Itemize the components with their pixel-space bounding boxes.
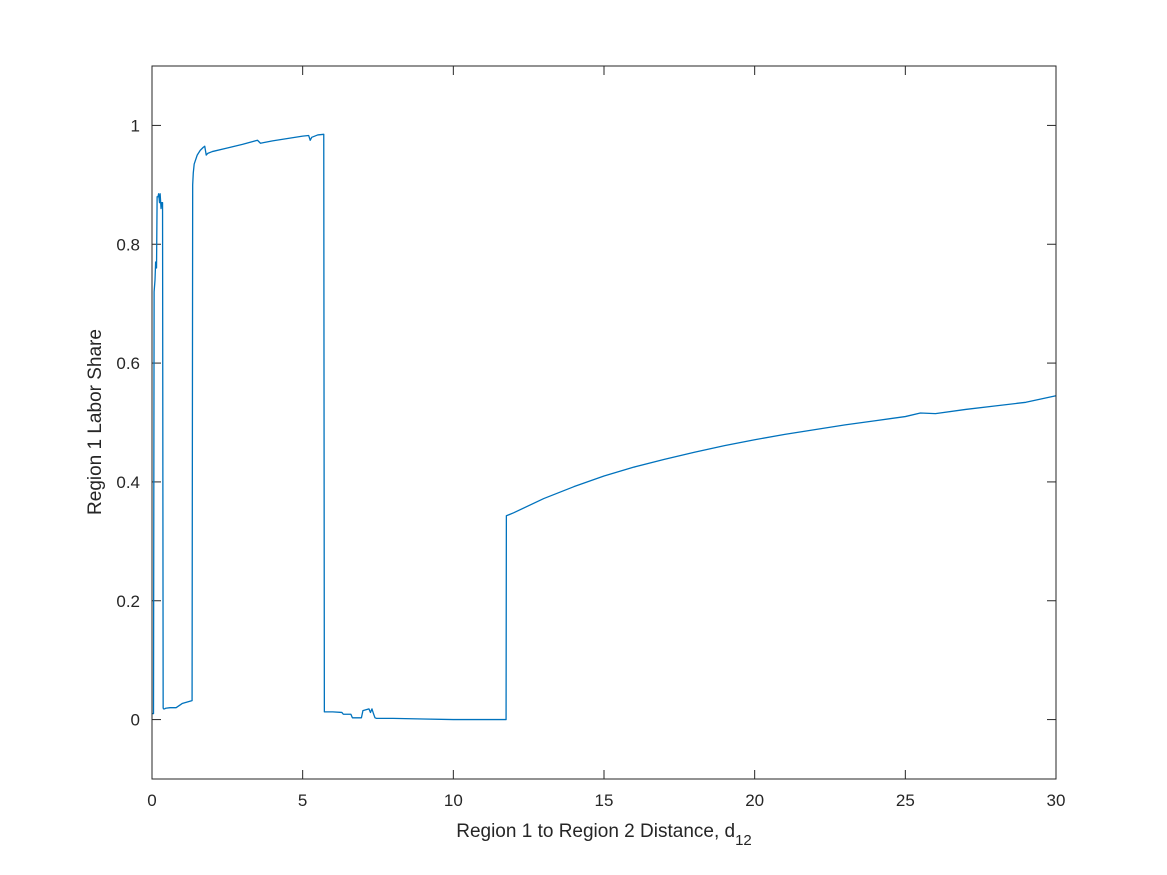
series-line-1 (152, 133, 1057, 721)
x-axis-label-main: Region 1 to Region 2 Distance, d (456, 821, 735, 842)
x-tick-label: 0 (147, 791, 156, 810)
x-tick-label: 5 (298, 791, 307, 810)
tick-labels: 0 5 10 15 20 25 30 0 0.2 0.4 0.6 0.8 1 (116, 116, 1065, 810)
y-tick-label: 0.6 (116, 354, 140, 373)
axes-box (151, 65, 1057, 780)
y-tick-label: 0.4 (116, 473, 140, 492)
x-tick-label: 30 (1047, 791, 1066, 810)
x-tick-label: 20 (745, 791, 764, 810)
y-tick-label: 0.8 (116, 235, 140, 254)
x-tick-label: 25 (896, 791, 915, 810)
y-tick-label: 0 (131, 711, 140, 730)
x-axis-label: Region 1 to Region 2 Distance, d12 (456, 821, 752, 849)
x-axis-label-subscript: 12 (735, 832, 752, 849)
x-tick-label: 10 (444, 791, 463, 810)
x-tick-label: 15 (595, 791, 614, 810)
plot-area (152, 66, 1056, 779)
y-axis-label: Region 1 Labor Share (85, 329, 106, 515)
series-layer (152, 133, 1057, 721)
y-tick-label: 1 (131, 116, 140, 135)
y-tick-label: 0.2 (116, 592, 140, 611)
